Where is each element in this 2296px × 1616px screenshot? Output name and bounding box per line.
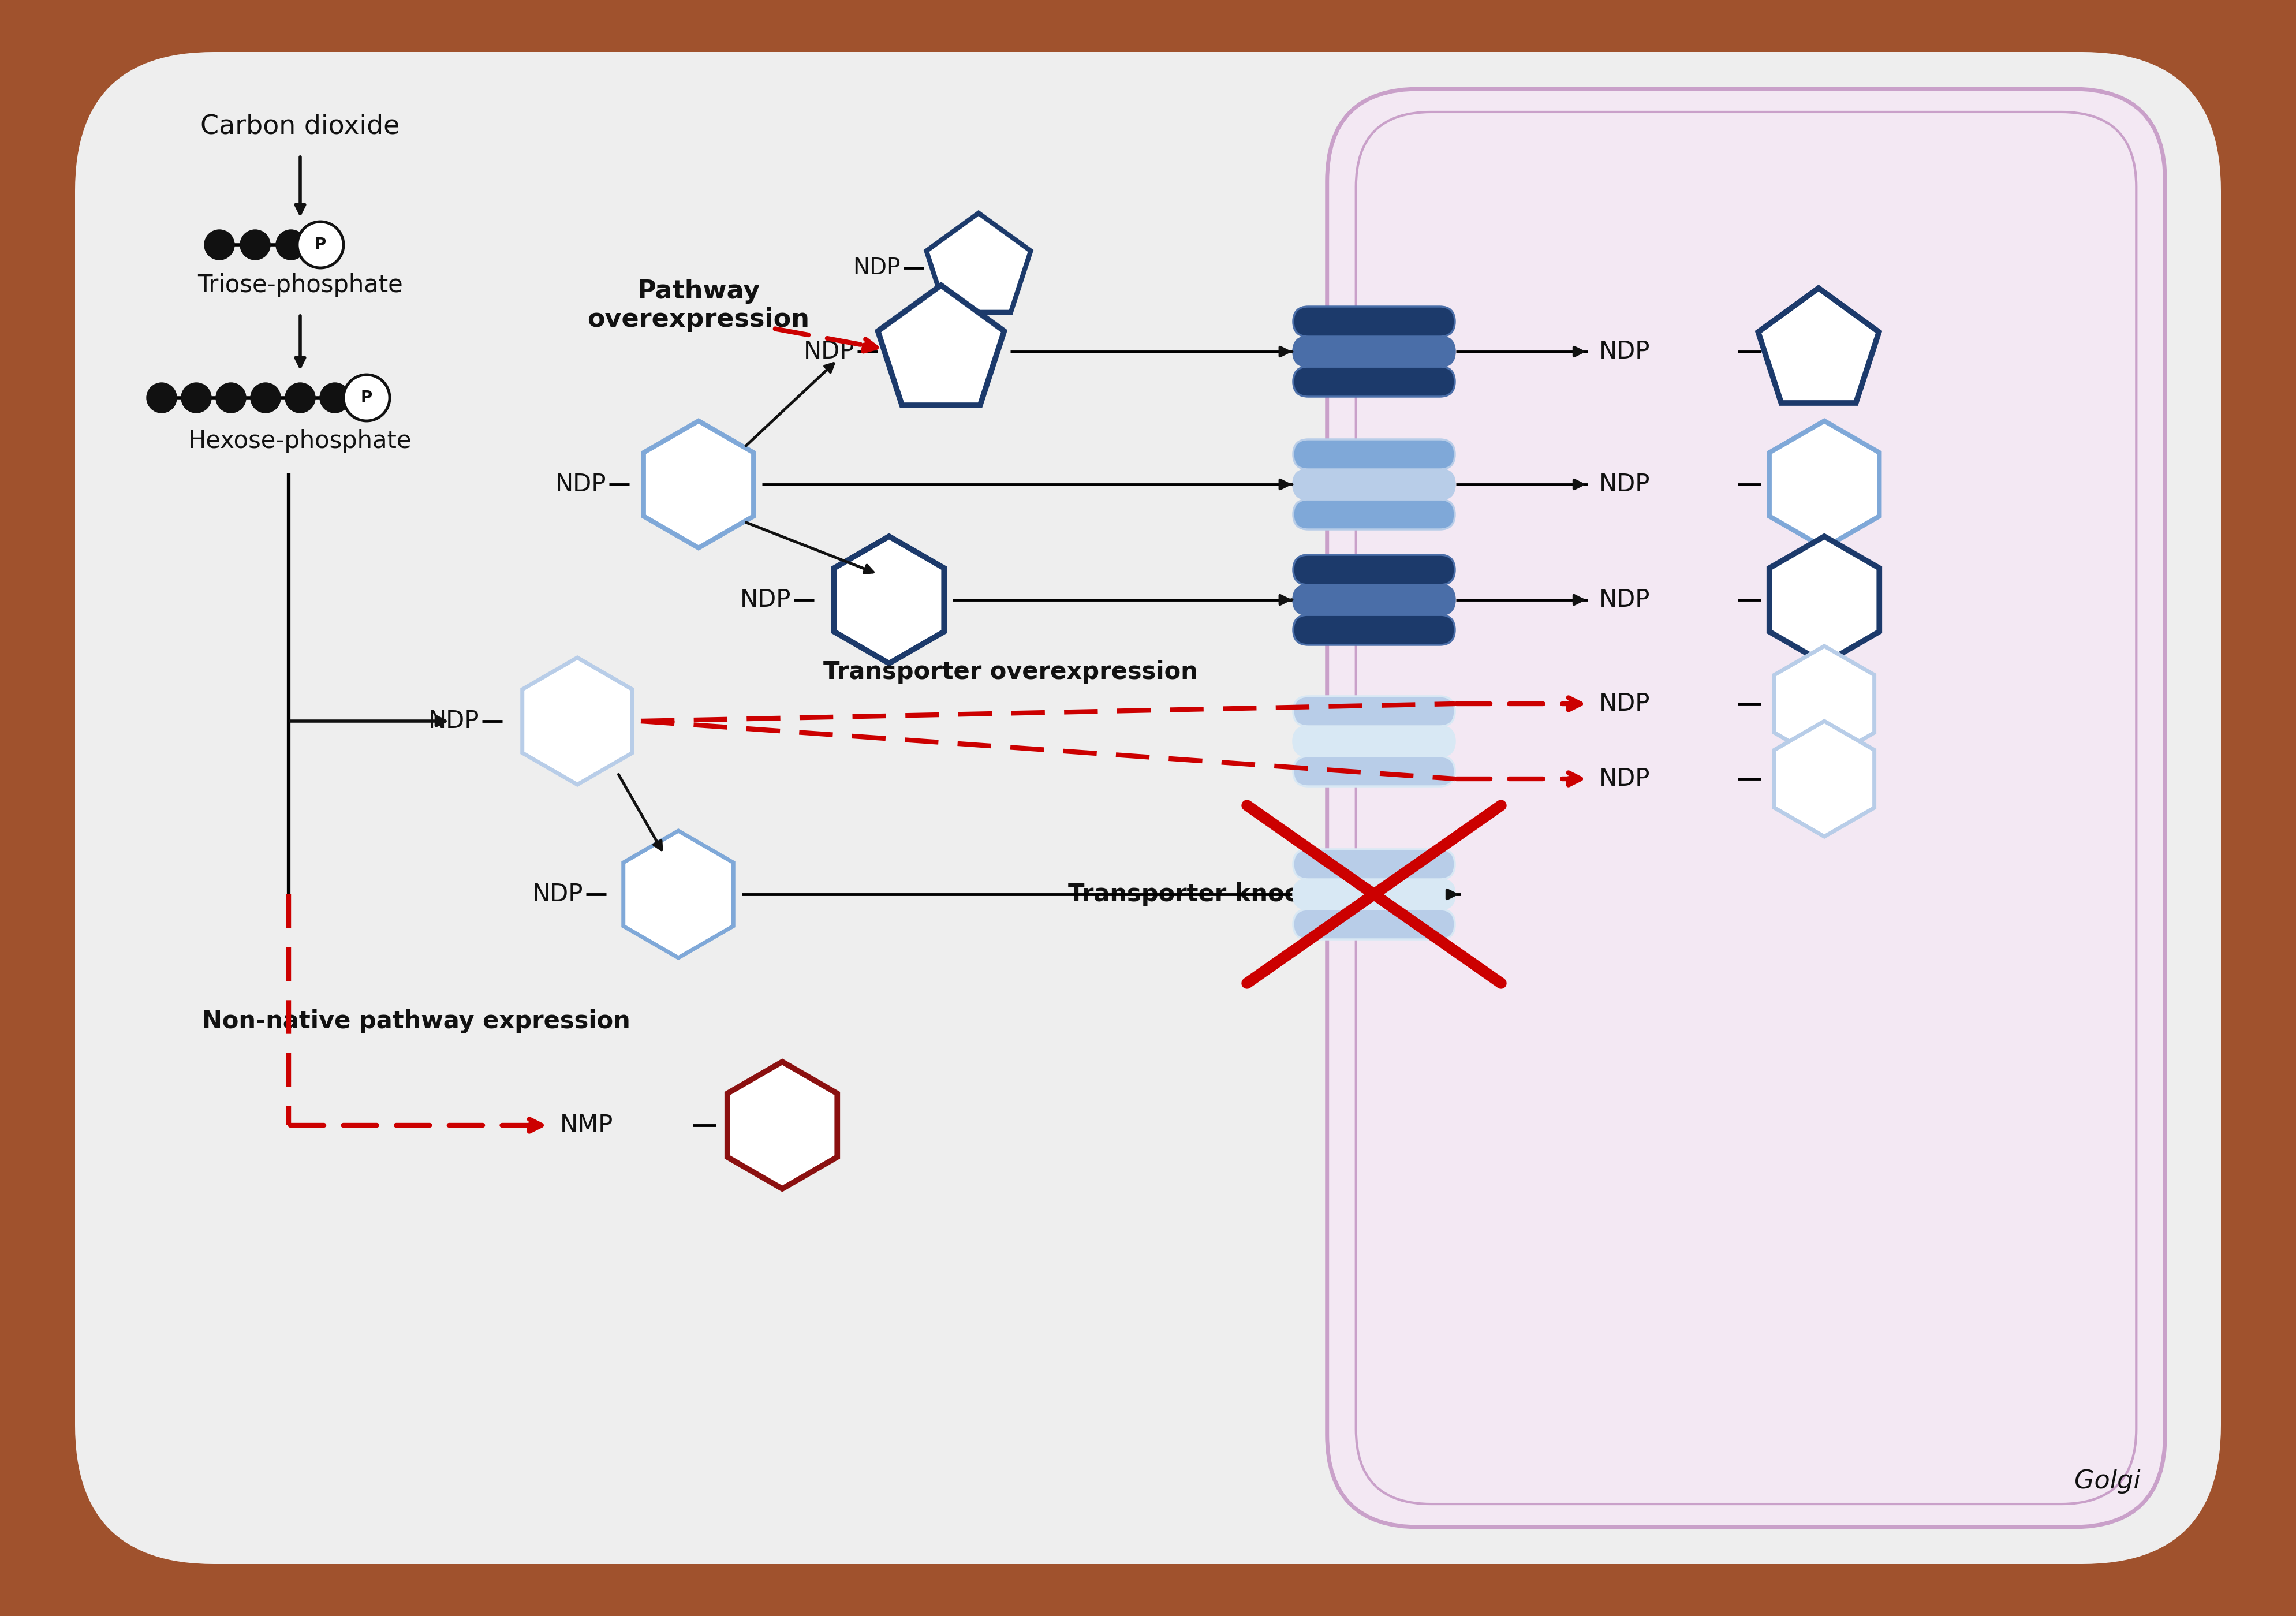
Text: NDP: NDP (854, 257, 900, 280)
Text: NDP: NDP (556, 472, 606, 496)
Circle shape (181, 383, 211, 412)
Text: Pathway
overexpression: Pathway overexpression (588, 278, 810, 333)
Text: NDP: NDP (1600, 692, 1651, 716)
Polygon shape (1759, 288, 1878, 402)
Polygon shape (643, 420, 753, 548)
FancyBboxPatch shape (1293, 910, 1456, 939)
FancyBboxPatch shape (1293, 469, 1456, 499)
Text: NDP: NDP (1600, 588, 1651, 612)
Circle shape (296, 221, 344, 268)
Text: NDP: NDP (427, 709, 480, 734)
FancyBboxPatch shape (1293, 696, 1456, 726)
Text: Non-native pathway expression: Non-native pathway expression (202, 1010, 631, 1034)
Polygon shape (1770, 537, 1880, 664)
Polygon shape (1770, 420, 1880, 548)
Polygon shape (728, 1062, 838, 1189)
Text: Transporter overexpression: Transporter overexpression (822, 659, 1199, 684)
FancyBboxPatch shape (1293, 850, 1456, 879)
Polygon shape (877, 284, 1003, 406)
Text: Hexose-phosphate: Hexose-phosphate (188, 428, 411, 452)
Polygon shape (833, 537, 944, 664)
FancyBboxPatch shape (1293, 367, 1456, 396)
FancyBboxPatch shape (1293, 585, 1456, 614)
Circle shape (344, 375, 390, 420)
FancyBboxPatch shape (1293, 554, 1456, 585)
FancyBboxPatch shape (1293, 440, 1456, 469)
FancyBboxPatch shape (1293, 614, 1456, 645)
Circle shape (147, 383, 177, 412)
Text: Golgi: Golgi (2073, 1469, 2140, 1493)
Text: NDP: NDP (1600, 766, 1651, 790)
FancyBboxPatch shape (1293, 307, 1456, 336)
Text: NMP: NMP (560, 1113, 613, 1138)
Text: NDP: NDP (804, 339, 854, 364)
Text: NDP: NDP (533, 882, 583, 907)
Circle shape (319, 383, 349, 412)
Circle shape (204, 229, 234, 260)
Polygon shape (1775, 646, 1874, 761)
Circle shape (241, 229, 271, 260)
FancyBboxPatch shape (1293, 879, 1456, 910)
Text: Triose-phosphate: Triose-phosphate (197, 273, 402, 297)
FancyBboxPatch shape (1293, 756, 1456, 787)
Polygon shape (925, 213, 1031, 312)
Circle shape (285, 383, 315, 412)
Polygon shape (1775, 721, 1874, 837)
FancyBboxPatch shape (1293, 499, 1456, 530)
Text: P: P (360, 389, 372, 406)
FancyBboxPatch shape (1327, 89, 2165, 1527)
Circle shape (276, 229, 305, 260)
Polygon shape (521, 658, 631, 785)
Polygon shape (622, 831, 732, 958)
FancyBboxPatch shape (76, 52, 2220, 1564)
Text: NDP: NDP (739, 588, 790, 612)
Circle shape (216, 383, 246, 412)
FancyBboxPatch shape (1293, 336, 1456, 367)
Text: Carbon dioxide: Carbon dioxide (200, 113, 400, 139)
FancyBboxPatch shape (1293, 726, 1456, 756)
Text: P: P (315, 236, 326, 252)
Circle shape (250, 383, 280, 412)
Text: NDP: NDP (1600, 472, 1651, 496)
Text: Transporter knockdowns: Transporter knockdowns (1068, 882, 1403, 907)
Text: NDP: NDP (1600, 339, 1651, 364)
